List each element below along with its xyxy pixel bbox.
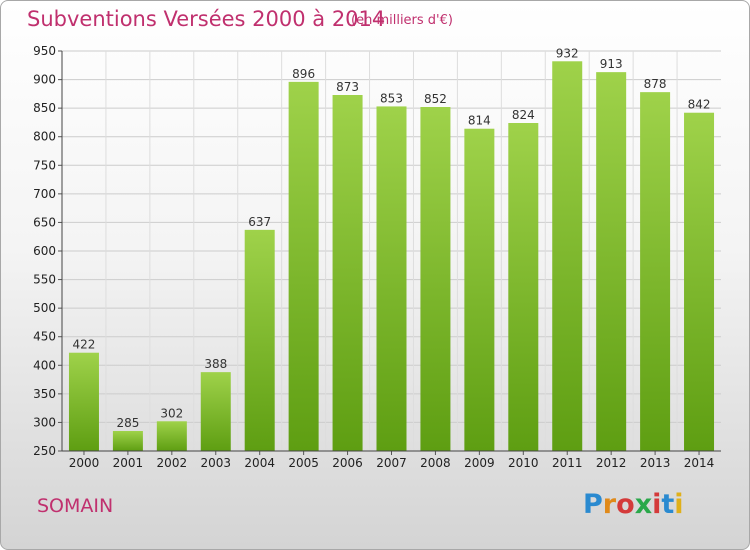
x-tick-label: 2004 xyxy=(244,456,275,470)
bar xyxy=(508,123,539,451)
data-label: 878 xyxy=(644,77,667,91)
y-tick-label: 700 xyxy=(33,187,56,201)
y-tick-label: 650 xyxy=(33,215,56,229)
proxiti-logo: Proxiti xyxy=(583,489,684,520)
logo-letter: o xyxy=(616,489,635,520)
data-label: 873 xyxy=(336,80,359,94)
logo-letter: r xyxy=(602,489,617,520)
data-label: 853 xyxy=(380,91,403,105)
x-tick-label: 2007 xyxy=(376,456,407,470)
data-label: 388 xyxy=(204,357,227,371)
data-labels: 422 285 302 388 637 896 873 853 852 814 824 932 913 8… xyxy=(73,46,711,430)
x-tick-label: 2006 xyxy=(332,456,363,470)
x-tick-label: 2005 xyxy=(288,456,319,470)
bar xyxy=(640,92,671,452)
bar xyxy=(552,61,583,452)
x-tick-label: 2014 xyxy=(684,456,715,470)
y-tick-label: 400 xyxy=(33,358,56,372)
logo-letter: x xyxy=(634,489,653,520)
y-tick-label: 900 xyxy=(33,73,56,87)
x-tick-label: 2001 xyxy=(113,456,144,470)
y-tick-label: 300 xyxy=(33,415,56,429)
bar xyxy=(464,128,495,451)
x-tick-label: 2011 xyxy=(552,456,583,470)
x-tick-label: 2012 xyxy=(596,456,627,470)
x-tick-label: 2003 xyxy=(200,456,231,470)
chart-title: Subventions Versées 2000 à 2014 xyxy=(27,7,386,31)
y-tick-label: 350 xyxy=(33,387,56,401)
data-label: 302 xyxy=(160,406,183,420)
logo-letter: i xyxy=(674,489,684,520)
y-tick-label: 450 xyxy=(33,330,56,344)
bar xyxy=(596,72,627,452)
logo-letter: t xyxy=(661,489,675,520)
data-label: 285 xyxy=(116,416,139,430)
bar xyxy=(112,431,143,451)
y-tick-label: 550 xyxy=(33,273,56,287)
axes: 250 300 350 400 450 500 550 600 650 700 750 800 850 9… xyxy=(33,44,721,470)
y-tick-label: 750 xyxy=(33,158,56,172)
data-label: 422 xyxy=(73,338,96,352)
bar xyxy=(420,107,451,451)
y-tick-label: 850 xyxy=(33,101,56,115)
y-tick-label: 600 xyxy=(33,244,56,258)
bar xyxy=(376,106,407,451)
x-tick-label: 2000 xyxy=(69,456,100,470)
data-label: 842 xyxy=(688,98,711,112)
bar xyxy=(684,112,715,451)
bar xyxy=(156,421,187,451)
logo-letter: i xyxy=(652,489,662,520)
x-tick-label: 2002 xyxy=(157,456,188,470)
data-label: 637 xyxy=(248,215,271,229)
y-tick-label: 800 xyxy=(33,130,56,144)
data-label: 896 xyxy=(292,67,315,81)
commune-name: SOMAIN xyxy=(37,495,114,517)
x-tick-label: 2010 xyxy=(508,456,539,470)
bar xyxy=(332,95,363,451)
y-tick-label: 250 xyxy=(33,444,56,458)
bar xyxy=(244,229,275,451)
x-tick-label: 2013 xyxy=(640,456,671,470)
bar xyxy=(68,352,99,451)
x-tick-label: 2008 xyxy=(420,456,451,470)
data-label: 932 xyxy=(556,46,579,60)
bar xyxy=(200,372,231,451)
bars xyxy=(68,61,715,452)
data-label: 913 xyxy=(600,57,623,71)
logo-letter: P xyxy=(583,489,603,520)
bar xyxy=(288,81,319,451)
y-tick-label: 500 xyxy=(33,301,56,315)
data-label: 852 xyxy=(424,92,447,106)
data-label: 814 xyxy=(468,114,491,128)
y-tick-label: 950 xyxy=(33,44,56,58)
chart-unit-label: (en milliers d'€) xyxy=(351,13,453,28)
data-label: 824 xyxy=(512,108,535,122)
x-tick-label: 2009 xyxy=(464,456,495,470)
